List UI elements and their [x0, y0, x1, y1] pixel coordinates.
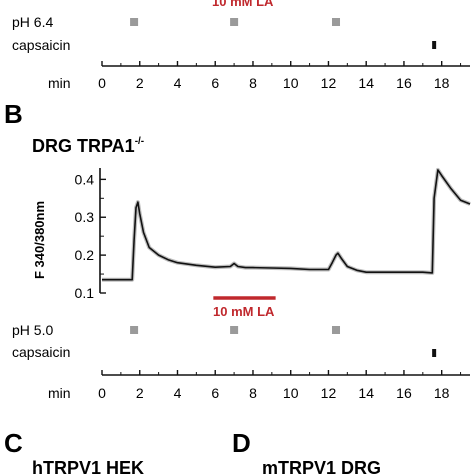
x-tick-label: 6: [211, 75, 219, 91]
x-tick-label: 16: [396, 385, 412, 401]
panel-b-title-main: DRG TRPA1: [32, 136, 135, 156]
ph-marker: [230, 18, 239, 26]
trace-line: [102, 169, 471, 281]
x-tick-label: 0: [98, 75, 106, 91]
panel-b-title-superscript: -/-: [135, 136, 144, 147]
panel-d: D mTRPV1 DRG: [232, 428, 381, 474]
panel-a-capsaicin-marker: [432, 41, 437, 49]
y-axis: 0.1 0.2 0.3 0.4: [75, 168, 106, 301]
trace-sem-band: [102, 167, 471, 282]
x-tick-label: 4: [174, 385, 182, 401]
y-tick-label: 0.3: [75, 209, 95, 225]
x-tick-label: 18: [434, 385, 450, 401]
y-tick-label: 0.1: [75, 285, 95, 301]
panel-b: B DRG TRPA1-/- F 340/380nm 0.10.20.30.4 …: [4, 99, 471, 401]
capsaicin-marker: [432, 349, 437, 357]
x-tick-label: 14: [358, 385, 374, 401]
x-tick-label: 12: [321, 75, 337, 91]
panel-b-capsaicin-marker: [432, 349, 437, 357]
panel-a-la-label: 10 mM LA: [212, 0, 274, 9]
x-tick-label: 0: [98, 385, 106, 401]
panel-b-letter: B: [4, 99, 23, 129]
panel-b-la-label: 10 mM LA: [213, 304, 275, 319]
x-tick-label: 2: [136, 75, 144, 91]
ph-marker: [230, 326, 239, 334]
x-tick-label: 18: [434, 75, 450, 91]
panel-b-min-label: min: [48, 385, 71, 401]
panel-a-ph-label: pH 6.4: [12, 14, 53, 30]
capsaicin-marker: [432, 41, 437, 49]
x-tick-label: 10: [283, 385, 299, 401]
plot-area: [102, 167, 471, 282]
panel-c-title: hTRPV1 HEK: [32, 458, 144, 474]
panel-c-letter: C: [4, 428, 23, 458]
panel-b-ph-label: pH 5.0: [12, 322, 53, 338]
ph-marker: [332, 18, 341, 26]
x-tick-label: 4: [174, 75, 182, 91]
panel-c: C hTRPV1 HEK: [4, 428, 144, 474]
panel-b-capsaicin-label: capsaicin: [12, 344, 70, 360]
y-tick-label: 0.4: [75, 171, 95, 187]
ph-marker: [332, 326, 341, 334]
panel-d-title: mTRPV1 DRG: [262, 458, 381, 474]
x-tick-label: 16: [396, 75, 412, 91]
x-tick-label: 10: [283, 75, 299, 91]
panel-a-ph-markers: [130, 18, 341, 26]
panel-b-ph-markers: [130, 326, 341, 334]
panel-a-capsaicin-label: capsaicin: [12, 37, 70, 53]
y-axis-label: F 340/380nm: [32, 201, 47, 279]
x-tick-label: 2: [136, 385, 144, 401]
ph-marker: [130, 326, 139, 334]
panel-b-time-axis: 0 2 4 6 8 10 12 14 16 18: [98, 370, 470, 401]
x-tick-label: 14: [358, 75, 374, 91]
x-tick-label: 8: [249, 385, 257, 401]
panel-a-min-label: min: [48, 75, 71, 91]
x-tick-label: 8: [249, 75, 257, 91]
panel-a: 10 mM LA pH 6.4 capsaicin min 0 2 4 6 8 10 12 1…: [12, 0, 470, 91]
panel-d-letter: D: [232, 428, 251, 458]
ph-marker: [130, 18, 139, 26]
panel-b-title: DRG TRPA1-/-: [32, 136, 144, 156]
y-tick-label: 0.2: [75, 247, 95, 263]
panel-a-time-axis: 0 2 4 6 8 10 12 14 16 18: [98, 61, 470, 91]
x-tick-label: 6: [211, 385, 219, 401]
x-tick-label: 12: [321, 385, 337, 401]
